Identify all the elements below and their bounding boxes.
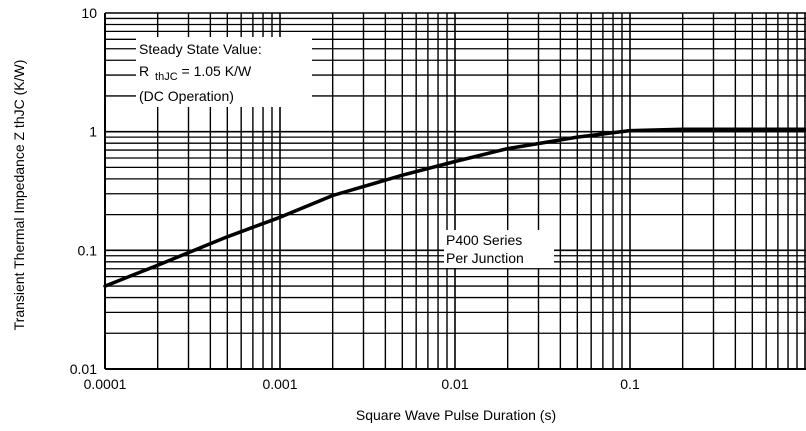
y-tick-label: 1 (89, 124, 97, 140)
y-tick-label: 10 (81, 5, 97, 21)
x-tick-label: 0.01 (441, 376, 468, 392)
y-tick-label: 0.01 (70, 361, 97, 377)
x-axis-title: Square Wave Pulse Duration (s) (356, 407, 556, 423)
steady-state-line1: Steady State Value: (139, 41, 262, 57)
y-tick-label: 0.1 (78, 242, 98, 258)
r-value: = 1.05 K/W (182, 63, 252, 79)
x-tick-label: 0.0001 (84, 376, 127, 392)
series-line1: P400 Series (446, 232, 522, 248)
steady-state-annotation-bg (136, 37, 312, 107)
series-annotation-bg (444, 230, 554, 268)
series-line2: Per Junction (446, 250, 524, 266)
r-subscript: thJC (155, 71, 178, 83)
x-tick-label: 0.1 (620, 376, 640, 392)
x-tick-label: 0.001 (262, 376, 297, 392)
steady-state-line3: (DC Operation) (139, 88, 234, 104)
y-axis-title: Transient Thermal Impedance Z thJC (K/W) (11, 60, 27, 331)
plot-frame (104, 13, 806, 370)
steady-state-rthjc: R thJC = 1.05 K/W (139, 63, 252, 83)
r-symbol: R (139, 63, 149, 79)
series-line (103, 127, 806, 288)
series-curves (103, 127, 806, 288)
tick-labels: 0.0001 0.001 0.01 0.1 10 1 0.1 0.01 (70, 5, 640, 392)
